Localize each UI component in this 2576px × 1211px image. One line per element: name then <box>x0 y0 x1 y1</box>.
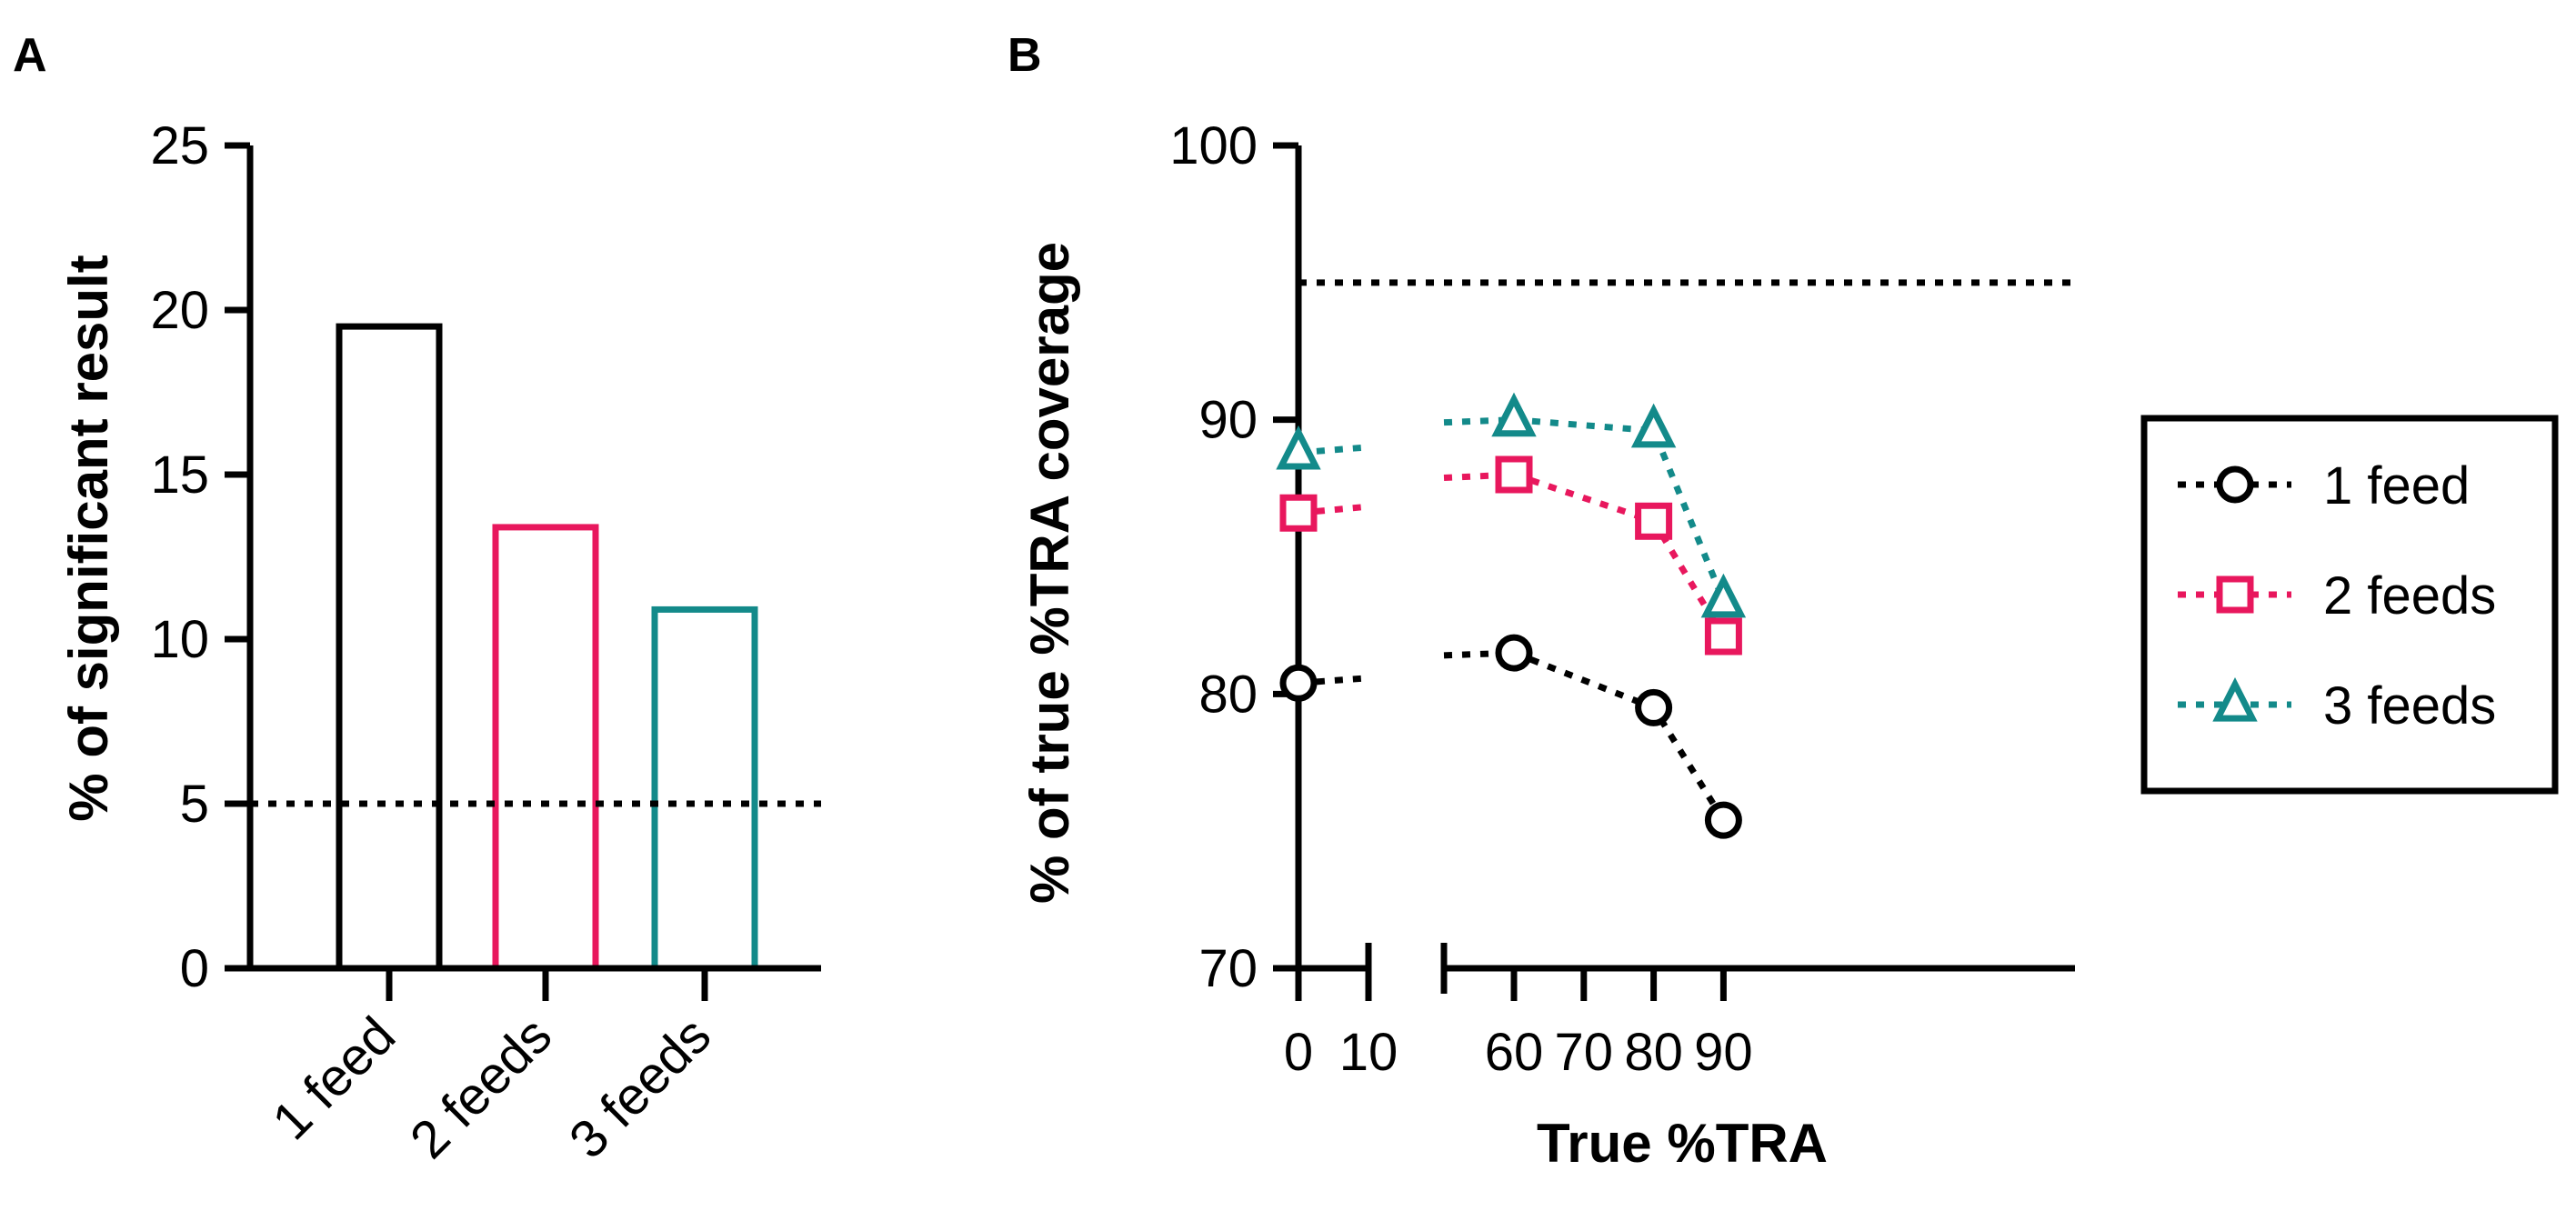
panel-b-x-tick-label: 10 <box>1339 1023 1398 1082</box>
bar-1-feed <box>336 323 443 972</box>
panel-b-x-tick-label: 80 <box>1624 1023 1683 1082</box>
panel-a-y-tick-label: 5 <box>180 775 209 834</box>
legend-marker-3-feeds <box>2212 676 2258 722</box>
point-3-feeds-x0 <box>1276 425 1321 470</box>
point-2-feeds-x90 <box>1704 617 1742 656</box>
panel-b-label: B <box>1007 29 1042 82</box>
panel-a-y-tick-label: 0 <box>180 939 209 998</box>
panel-a: A % of significant result 0 5 10 15 20 25 1 f… <box>13 29 821 1170</box>
legend-label-1-feed: 1 feed <box>2323 456 2470 515</box>
panel-b-x-tick-label: 60 <box>1485 1023 1544 1082</box>
legend-label-2-feeds: 2 feeds <box>2323 566 2496 626</box>
panel-b-x-tick-label: 90 <box>1694 1023 1753 1082</box>
point-3-feeds-x90 <box>1700 573 1747 618</box>
legend-marker-2-feeds <box>2216 575 2254 614</box>
panel-b-y-tick-label: 80 <box>1198 665 1258 724</box>
point-2-feeds-x80 <box>1635 502 1673 540</box>
panel-b-x-axis-title: True %TRA <box>1537 1113 1828 1174</box>
panel-a-y-tick-label: 10 <box>150 610 209 669</box>
point-1-feed-x90 <box>1704 801 1742 839</box>
panel-a-y-axis-title: % of significant result <box>58 255 119 821</box>
panel-b-y-tick-label: 70 <box>1198 939 1258 998</box>
panel-a-y-tick-label: 20 <box>150 281 209 340</box>
legend-box <box>2140 415 2559 795</box>
panel-a-label: A <box>13 29 47 82</box>
series-line-2-feeds <box>1512 471 1727 638</box>
point-3-feeds-x60 <box>1491 392 1537 437</box>
point-1-feed-x60 <box>1495 634 1533 672</box>
point-3-feeds-x80 <box>1630 403 1677 448</box>
panel-b-y-tick-label: 100 <box>1169 116 1258 175</box>
panel-b-x-tick-label: 0 <box>1284 1023 1313 1082</box>
panel-a-y-tick-label: 15 <box>150 445 209 505</box>
panel-b: B % of true %TRA coverage True %TRA 7080… <box>1007 29 2559 1174</box>
panel-b-x-tick-label: 70 <box>1555 1023 1614 1082</box>
panel-a-y-tick-label: 25 <box>150 116 209 175</box>
series-line-1-feed-left <box>1298 675 1369 686</box>
bar-2-feeds <box>492 524 599 972</box>
panel-a-x-tick-label: 2 feeds <box>399 1006 564 1170</box>
series-line-1-feed <box>1512 649 1727 822</box>
point-1-feed-x80 <box>1635 688 1673 726</box>
legend-label-3-feeds: 3 feeds <box>2323 676 2496 736</box>
bar-3-feeds <box>651 606 758 972</box>
legend-marker-1-feed <box>2216 465 2254 504</box>
point-2-feeds-x0 <box>1279 494 1318 532</box>
panel-a-x-tick-label: 1 feed <box>261 1006 406 1151</box>
series-line-2-feeds-left <box>1298 503 1369 516</box>
series-line-3-feeds <box>1513 416 1727 603</box>
panel-b-y-axis-title: % of true %TRA coverage <box>1019 242 1080 904</box>
panel-b-y-tick-label: 90 <box>1198 391 1258 450</box>
point-2-feeds-x60 <box>1495 455 1533 494</box>
point-1-feed-x0 <box>1279 664 1318 702</box>
panel-a-x-tick-label: 3 feeds <box>558 1006 723 1170</box>
series-line-3-feeds-left <box>1298 444 1369 456</box>
